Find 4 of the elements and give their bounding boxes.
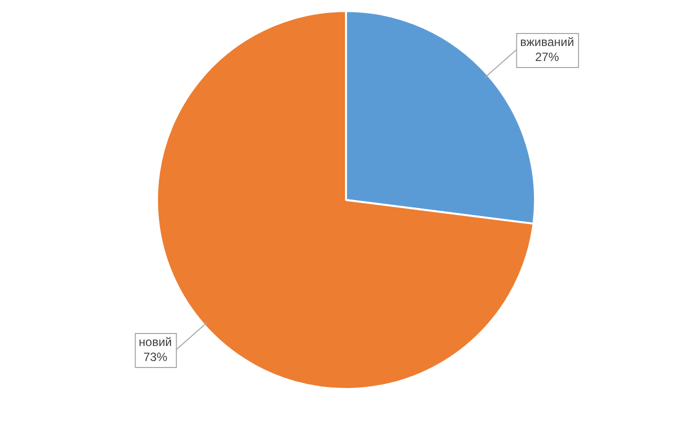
slice-label: вживаний — [520, 34, 574, 49]
data-label: 73% — [143, 350, 168, 364]
slice-label: новий — [138, 334, 172, 349]
data-label: 27% — [535, 50, 560, 64]
